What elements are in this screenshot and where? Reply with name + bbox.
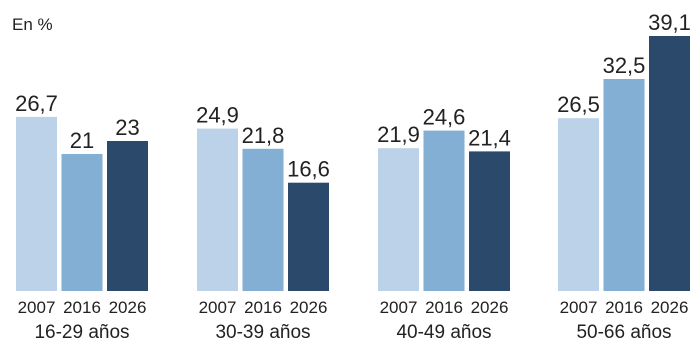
bar-30-39-años-2016 [242,148,284,291]
value-label: 21 [70,128,94,153]
value-label: 21,8 [242,123,285,148]
year-tick-label: 2026 [290,298,328,317]
group-label: 40-49 años [396,322,491,343]
year-tick-label: 2016 [244,298,282,317]
bar-40-49-años-2026 [469,151,510,291]
value-label: 24,9 [196,103,239,128]
value-label: 23 [115,115,139,140]
bar-16-29-años-2026 [107,141,148,291]
bar-40-49-años-2007 [378,148,419,291]
bar-40-49-años-2016 [423,130,465,291]
bar-50-66-años-2026 [649,36,690,291]
value-label: 26,5 [557,92,600,117]
year-tick-label: 2026 [651,298,689,317]
year-tick-label: 2007 [199,298,237,317]
year-tick-label: 2026 [471,298,509,317]
bar-50-66-años-2007 [558,118,599,291]
value-label: 16,6 [287,157,330,182]
value-label: 32,5 [603,53,646,78]
value-label: 24,6 [423,105,466,130]
year-tick-label: 2016 [63,298,101,317]
value-label: 26,7 [15,91,58,116]
chart-marks: 26,7 2007 21 2016 23 2026 16-29 años 24,9 2007 21… [15,10,691,343]
year-tick-label: 2007 [380,298,418,317]
bar-16-29-años-2016 [61,154,103,291]
year-tick-label: 2016 [425,298,463,317]
bar-50-66-años-2016 [603,79,645,291]
value-label: 39,1 [648,10,691,35]
group-label: 16-29 años [34,322,129,343]
group-label: 30-39 años [215,322,310,343]
group-label: 50-66 años [576,322,671,343]
year-tick-label: 2026 [109,298,147,317]
unit-label: En % [12,15,53,34]
year-tick-label: 2007 [18,298,56,317]
bar-30-39-años-2026 [288,182,329,291]
year-tick-label: 2007 [560,298,598,317]
bar-16-29-años-2007 [16,116,57,292]
value-label: 21,9 [377,122,420,147]
value-label: 21,4 [468,125,511,150]
year-tick-label: 2016 [605,298,643,317]
bar-30-39-años-2007 [197,128,238,291]
